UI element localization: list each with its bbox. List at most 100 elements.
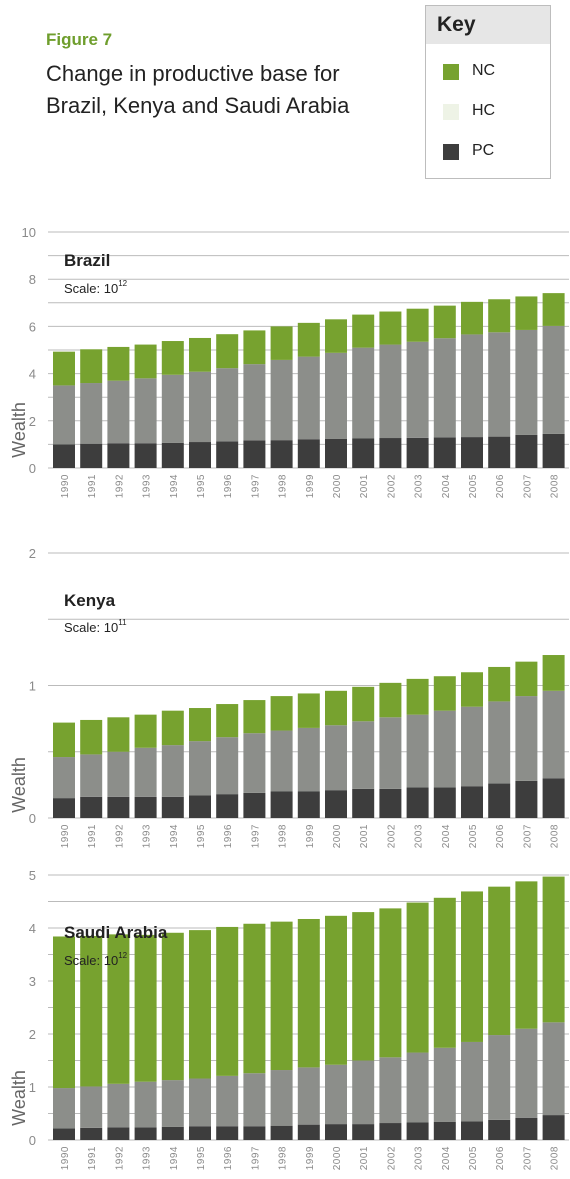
brazil-chart-title: Brazil xyxy=(64,251,110,270)
kenya-chart-title: Kenya xyxy=(64,591,116,610)
brazil-bar-pc-1994 xyxy=(161,442,184,468)
brazil-bar-hc-1991 xyxy=(80,383,103,444)
kenya-bar-pc-2001 xyxy=(352,788,375,818)
figure-label: Figure 7 xyxy=(46,30,113,49)
saudi-arabia-bar-hc-1998 xyxy=(270,1070,293,1126)
kenya-xtick-label: 2000 xyxy=(332,824,343,848)
kenya-xtick-label: 2001 xyxy=(359,824,370,848)
kenya-bar-hc-1993 xyxy=(134,747,157,797)
brazil-bar-pc-2008 xyxy=(542,433,565,468)
saudi-arabia-ytick-label: 2 xyxy=(29,1027,36,1042)
saudi-arabia-bar-nc-1997 xyxy=(243,923,266,1074)
saudi-arabia-xtick-label: 1997 xyxy=(250,1146,261,1170)
saudi-arabia-bar-hc-2003 xyxy=(406,1052,429,1123)
brazil-bar-pc-1998 xyxy=(270,440,293,468)
kenya-bar-pc-2002 xyxy=(379,788,402,818)
brazil-bar-hc-1992 xyxy=(107,380,130,444)
brazil-bar-hc-2000 xyxy=(325,352,347,439)
saudi-arabia-xtick-label: 2003 xyxy=(414,1146,425,1170)
kenya-bar-nc-2006 xyxy=(488,666,511,702)
brazil-ytick-label: 6 xyxy=(29,319,36,334)
saudi-arabia-bar-pc-1993 xyxy=(134,1127,157,1140)
saudi-arabia-bar-hc-1992 xyxy=(107,1083,130,1128)
kenya-xtick-label: 1999 xyxy=(305,824,316,848)
saudi-arabia-xtick-label: 2008 xyxy=(550,1146,561,1170)
saudi-arabia-bar-pc-1991 xyxy=(80,1127,103,1140)
kenya-bar-pc-1992 xyxy=(107,796,130,818)
kenya-bar-nc-2003 xyxy=(406,678,429,715)
saudi-arabia-bar-hc-1994 xyxy=(161,1080,184,1127)
saudi-arabia-xtick-label: 1994 xyxy=(169,1146,180,1170)
kenya-bar-hc-2003 xyxy=(406,714,429,788)
saudi-arabia-xtick-label: 2002 xyxy=(386,1146,397,1170)
kenya-bar-hc-2006 xyxy=(488,701,511,784)
brazil-bar-nc-2001 xyxy=(352,314,375,348)
kenya-bar-pc-2008 xyxy=(542,778,565,818)
kenya-bar-pc-1991 xyxy=(80,796,103,818)
kenya-bar-hc-1995 xyxy=(189,741,211,796)
brazil-ytick-label: 4 xyxy=(29,367,36,382)
kenya-bar-hc-2001 xyxy=(352,721,375,789)
brazil-xtick-label: 1991 xyxy=(87,474,98,498)
kenya-xtick-label: 1996 xyxy=(223,824,234,848)
brazil-bar-hc-1997 xyxy=(243,364,266,441)
saudi-arabia-bar-pc-1990 xyxy=(53,1128,75,1140)
saudi-arabia-xtick-label: 2006 xyxy=(495,1146,506,1170)
saudi-arabia-bar-nc-1991 xyxy=(80,935,103,1087)
kenya-bar-pc-2006 xyxy=(488,783,511,818)
kenya-bar-nc-1995 xyxy=(189,708,211,742)
brazil-xtick-label: 1990 xyxy=(60,474,71,498)
saudi-arabia-bar-pc-1999 xyxy=(297,1124,320,1140)
saudi-arabia-bar-pc-2003 xyxy=(406,1122,429,1140)
kenya-bar-hc-2007 xyxy=(515,696,538,781)
brazil-bar-hc-2002 xyxy=(379,344,402,439)
brazil-xtick-label: 1996 xyxy=(223,474,234,498)
brazil-bar-pc-2004 xyxy=(433,437,456,468)
brazil-bar-pc-1993 xyxy=(134,443,157,468)
kenya-bar-nc-2007 xyxy=(515,661,538,697)
brazil-bar-nc-2003 xyxy=(406,308,429,342)
brazil-bar-pc-1991 xyxy=(80,443,103,468)
brazil-xtick-label: 1992 xyxy=(114,474,125,498)
saudi-arabia-ytick-label: 1 xyxy=(29,1080,36,1095)
saudi-arabia-bar-hc-1997 xyxy=(243,1073,266,1127)
saudi-arabia-bar-pc-2004 xyxy=(433,1121,456,1140)
saudi-arabia-bar-nc-1992 xyxy=(107,934,130,1084)
kenya-bar-pc-1995 xyxy=(189,795,211,818)
saudi-arabia-bar-pc-2001 xyxy=(352,1124,375,1140)
brazil-bar-pc-2006 xyxy=(488,436,511,468)
brazil-bar-pc-2002 xyxy=(379,438,402,468)
kenya-bar-pc-2007 xyxy=(515,780,538,818)
saudi-arabia-bar-hc-2000 xyxy=(325,1064,347,1125)
kenya-bar-pc-1997 xyxy=(243,792,266,818)
saudi-arabia-bar-pc-2000 xyxy=(325,1124,347,1140)
kenya-bar-nc-1999 xyxy=(297,693,320,728)
saudi-arabia-bar-hc-2008 xyxy=(542,1022,565,1116)
saudi-arabia-bar-hc-2004 xyxy=(433,1047,456,1122)
brazil-xtick-label: 1997 xyxy=(250,474,261,498)
brazil-bar-pc-2000 xyxy=(325,438,347,468)
brazil-bar-pc-2005 xyxy=(461,437,483,468)
brazil-ytick-label: 10 xyxy=(22,225,36,240)
saudi-arabia-bar-nc-2004 xyxy=(433,897,456,1048)
brazil-xtick-label: 2007 xyxy=(522,474,533,498)
saudi-arabia-xtick-label: 1998 xyxy=(278,1146,289,1170)
brazil-bar-nc-2006 xyxy=(488,299,511,333)
brazil-xtick-label: 2001 xyxy=(359,474,370,498)
kenya-xtick-label: 1994 xyxy=(169,824,180,848)
kenya-bar-nc-1996 xyxy=(216,704,239,738)
saudi-arabia-bar-hc-1991 xyxy=(80,1086,103,1128)
saudi-arabia-ylabel: Wealth xyxy=(9,1070,29,1126)
kenya-bar-hc-1997 xyxy=(243,733,266,793)
brazil-bar-nc-1994 xyxy=(161,341,184,375)
brazil-xtick-label: 1993 xyxy=(142,474,153,498)
saudi-arabia-xtick-label: 2005 xyxy=(468,1146,479,1170)
saudi-arabia-bar-hc-2007 xyxy=(515,1028,538,1118)
saudi-arabia-bar-nc-2007 xyxy=(515,881,538,1029)
brazil-bar-nc-1993 xyxy=(134,344,157,379)
brazil-bar-pc-1990 xyxy=(53,444,75,468)
brazil-bar-pc-1999 xyxy=(297,439,320,468)
saudi-arabia-bar-nc-2000 xyxy=(325,915,347,1065)
kenya-bar-nc-1993 xyxy=(134,714,157,748)
